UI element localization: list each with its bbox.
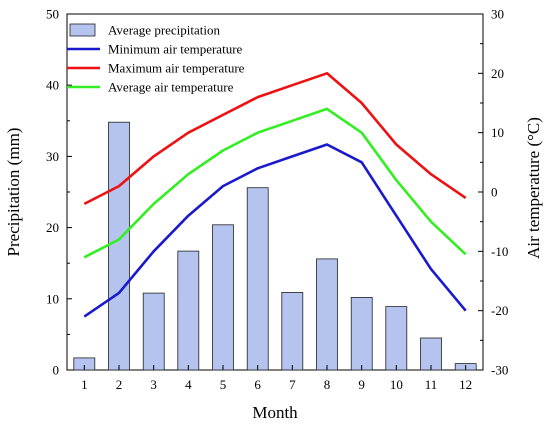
x-tick-label: 12 <box>459 377 472 392</box>
x-tick-label: 7 <box>289 377 296 392</box>
x-axis-title: Month <box>252 403 298 422</box>
y-right-tick-label: 20 <box>491 66 504 81</box>
minimum-air-temperature-line <box>83 143 467 318</box>
precipitation-bar <box>350 296 373 371</box>
x-tick-label: 11 <box>425 377 438 392</box>
y-left-tick-label: 10 <box>46 291 59 306</box>
legend: Average precipitation Minimum air tempera… <box>67 23 245 95</box>
precipitation-bar <box>246 187 269 371</box>
precipitation-bar <box>177 250 200 371</box>
legend-label: Average precipitation <box>108 23 221 38</box>
x-tick-label: 10 <box>390 377 403 392</box>
legend-swatch-precipitation <box>69 23 96 37</box>
y-right-tick-label: 30 <box>491 7 504 22</box>
y-right-tick-label: -10 <box>491 244 508 259</box>
maximum-air-temperature-line <box>83 72 467 206</box>
y-left-tick-label: 0 <box>53 363 60 378</box>
x-tick-label: 2 <box>116 377 123 392</box>
x-tick-label: 5 <box>220 377 227 392</box>
precipitation-bar <box>281 291 304 371</box>
x-tick-label: 3 <box>150 377 157 392</box>
lines-layer <box>83 72 467 318</box>
y-right-tick-label: 0 <box>491 185 498 200</box>
y-right-tick-label: -20 <box>491 303 508 318</box>
average-air-temperature-line <box>83 107 467 259</box>
legend-label: Minimum air temperature <box>108 42 243 57</box>
precipitation-bar <box>142 292 165 371</box>
precipitation-bar <box>385 306 408 371</box>
precipitation-bar <box>212 224 234 371</box>
x-tick-label: 1 <box>81 377 88 392</box>
y-right-tick-label: -30 <box>491 363 508 378</box>
y-axis-right-title: Air temperature (°C) <box>524 117 543 259</box>
x-tick-label: 6 <box>254 377 261 392</box>
precipitation-bar <box>316 258 338 371</box>
legend-label: Average air temperature <box>108 80 234 95</box>
y-left-tick-label: 50 <box>46 7 59 22</box>
legend-label: Maximum air temperature <box>108 61 245 76</box>
x-tick-label: 9 <box>358 377 365 392</box>
y-axis-left-title: Precipitation (mm) <box>4 128 23 257</box>
y-left-tick-label: 40 <box>46 78 59 93</box>
y-left-tick-label: 30 <box>46 149 59 164</box>
y-right-tick-label: 10 <box>491 125 504 140</box>
bars-layer <box>73 121 477 371</box>
x-tick-label: 8 <box>324 377 331 392</box>
y-left-tick-label: 20 <box>46 220 59 235</box>
precipitation-bar <box>108 121 130 371</box>
x-tick-label: 4 <box>185 377 192 392</box>
